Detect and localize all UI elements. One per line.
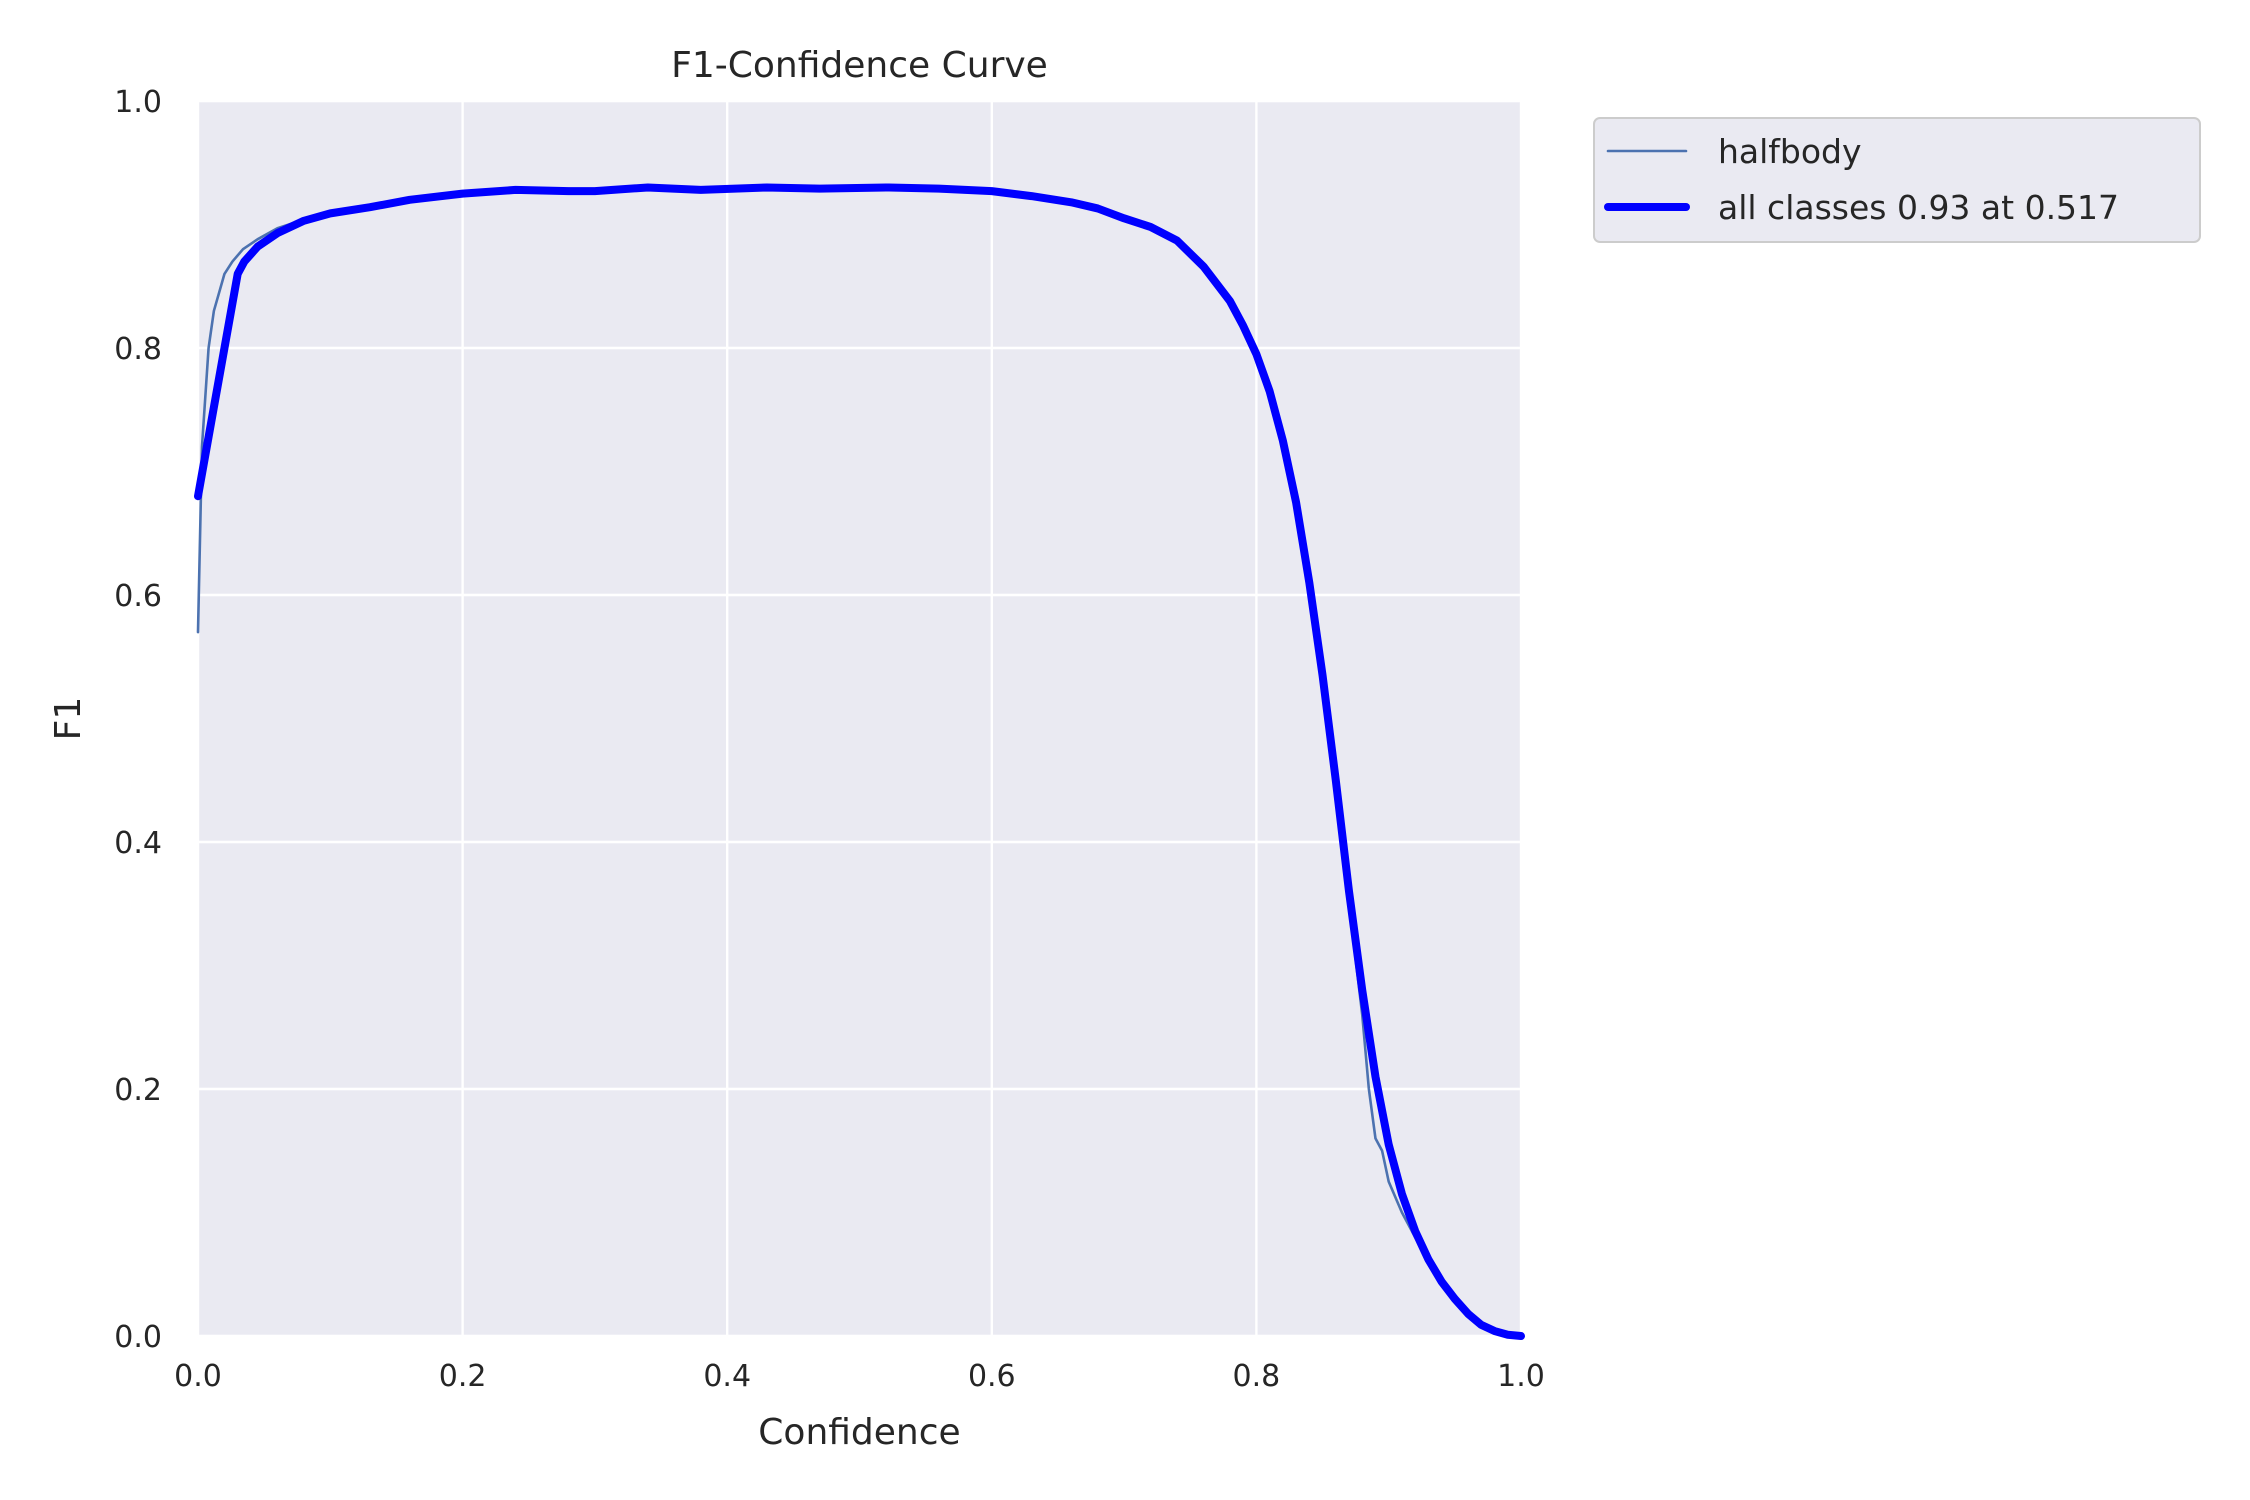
- legend-label-halfbody: halfbody: [1718, 132, 1862, 171]
- x-tick-label: 1.0: [1497, 1359, 1545, 1394]
- legend-box: [1593, 117, 2201, 243]
- x-tick-label: 0.0: [174, 1359, 222, 1394]
- y-tick-label: 1.0: [114, 85, 162, 120]
- y-tick-label: 0.8: [114, 332, 162, 367]
- grid-lines: [196, 99, 1523, 1338]
- series-line-all-classes: [194, 183, 1525, 1340]
- x-tick-label: 0.4: [703, 1359, 751, 1394]
- series-layer: [194, 183, 1525, 1340]
- plot-area: [198, 101, 1521, 1336]
- x-tick-label: 0.2: [439, 1359, 487, 1394]
- legend-label-all-classes: all classes 0.93 at 0.517: [1718, 188, 2119, 227]
- x-tick-label: 0.8: [1233, 1359, 1281, 1394]
- legend: halfbody all classes 0.93 at 0.517: [1593, 117, 2201, 243]
- x-axis-label: Confidence: [758, 1412, 960, 1453]
- y-axis-label: F1: [48, 697, 89, 741]
- x-axis-ticks: 0.0 0.2 0.4 0.6 0.8 1.0: [174, 1359, 1545, 1394]
- x-tick-label: 0.6: [968, 1359, 1016, 1394]
- y-tick-label: 0.4: [114, 826, 162, 861]
- chart-title: F1-Confidence Curve: [671, 45, 1048, 86]
- y-tick-label: 0.0: [114, 1320, 162, 1355]
- y-tick-label: 0.6: [114, 579, 162, 614]
- y-tick-label: 0.2: [114, 1073, 162, 1108]
- y-axis-ticks: 0.0 0.2 0.4 0.6 0.8 1.0: [114, 85, 162, 1355]
